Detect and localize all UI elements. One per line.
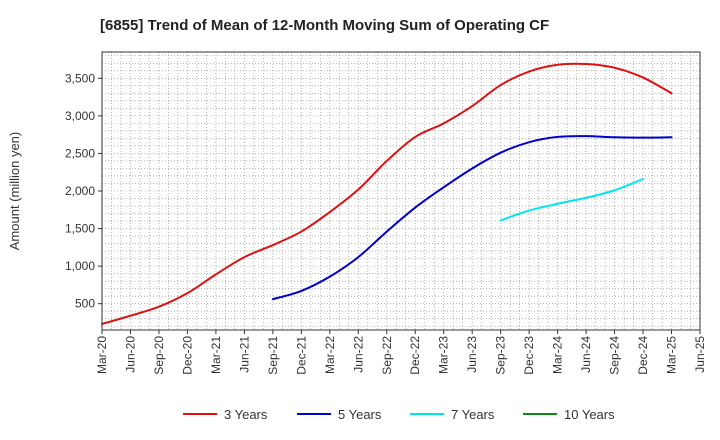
x-tick-label: Mar-25 [665, 336, 679, 374]
legend-label-3-years: 3 Years [224, 407, 268, 422]
x-tick-label: Sep-20 [152, 336, 166, 375]
series-line-7-years [499, 177, 645, 222]
x-tick-label: Dec-23 [522, 336, 536, 375]
y-tick-label: 1,000 [65, 259, 95, 273]
chart-title: [6855] Trend of Mean of 12-Month Moving … [100, 17, 549, 34]
x-tick-label: Mar-20 [95, 336, 109, 374]
x-tick-label: Jun-24 [579, 336, 593, 373]
x-tick-label: Dec-21 [294, 336, 308, 375]
series-line-3-years [101, 62, 673, 325]
x-tick-label: Jun-23 [465, 336, 479, 373]
legend-label-5-years: 5 Years [338, 407, 382, 422]
y-tick-label: 3,500 [65, 71, 95, 85]
y-tick-label: 1,500 [65, 222, 95, 236]
x-tick-label: Dec-20 [180, 336, 194, 375]
legend-label-7-years: 7 Years [451, 407, 495, 422]
y-axis-ticks: 500 1,000 1,500 2,000 2,500 3,000 3,500 [65, 71, 102, 311]
x-tick-label: Sep-21 [266, 336, 280, 375]
y-tick-label: 500 [75, 297, 95, 311]
x-tick-label: Jun-22 [351, 336, 365, 373]
x-tick-label: Mar-22 [323, 336, 337, 374]
y-tick-label: 2,000 [65, 184, 95, 198]
x-tick-label: Mar-23 [437, 336, 451, 374]
legend-label-10-years: 10 Years [564, 407, 615, 422]
x-tick-label: Sep-24 [608, 336, 622, 375]
y-tick-label: 3,000 [65, 109, 95, 123]
legend: 3 Years 5 Years 7 Years 10 Years [183, 407, 615, 422]
gridlines [102, 52, 700, 330]
y-tick-label: 2,500 [65, 146, 95, 160]
x-tick-label: Sep-22 [380, 336, 394, 375]
x-tick-label: Mar-24 [551, 336, 565, 374]
x-tick-label: Jun-25 [693, 336, 707, 373]
x-tick-label: Sep-23 [494, 336, 508, 375]
y-axis-title: Amount (million yen) [7, 132, 22, 251]
series-line-5-years [271, 135, 673, 301]
x-tick-label: Dec-22 [408, 336, 422, 375]
x-axis-ticks: Mar-20 Jun-20 Sep-20 Dec-20 Mar-21 Jun-21 Sep-… [95, 330, 707, 375]
x-tick-label: Mar-21 [209, 336, 223, 374]
x-tick-label: Jun-20 [123, 336, 137, 373]
x-tick-label: Dec-24 [636, 336, 650, 375]
series-lines [101, 62, 673, 325]
x-tick-label: Jun-21 [237, 336, 251, 373]
